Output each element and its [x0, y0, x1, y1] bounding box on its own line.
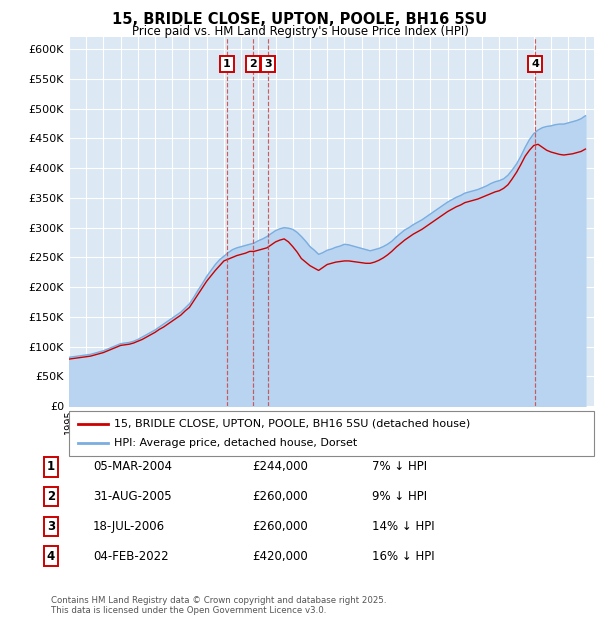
Text: £260,000: £260,000	[252, 490, 308, 503]
Text: HPI: Average price, detached house, Dorset: HPI: Average price, detached house, Dors…	[114, 438, 357, 448]
Text: 1: 1	[223, 59, 231, 69]
Text: 9% ↓ HPI: 9% ↓ HPI	[372, 490, 427, 503]
Text: 4: 4	[47, 550, 55, 562]
Text: £420,000: £420,000	[252, 550, 308, 562]
Text: 04-FEB-2022: 04-FEB-2022	[93, 550, 169, 562]
Text: 2: 2	[249, 59, 257, 69]
Text: 05-MAR-2004: 05-MAR-2004	[93, 461, 172, 473]
Text: 3: 3	[264, 59, 271, 69]
Text: 4: 4	[532, 59, 539, 69]
Text: 2: 2	[47, 490, 55, 503]
Text: 31-AUG-2005: 31-AUG-2005	[93, 490, 172, 503]
Text: £244,000: £244,000	[252, 461, 308, 473]
Text: 7% ↓ HPI: 7% ↓ HPI	[372, 461, 427, 473]
Text: 16% ↓ HPI: 16% ↓ HPI	[372, 550, 434, 562]
Text: 18-JUL-2006: 18-JUL-2006	[93, 520, 165, 533]
Text: 3: 3	[47, 520, 55, 533]
Text: 15, BRIDLE CLOSE, UPTON, POOLE, BH16 5SU: 15, BRIDLE CLOSE, UPTON, POOLE, BH16 5SU	[112, 12, 488, 27]
Text: £260,000: £260,000	[252, 520, 308, 533]
Text: 1: 1	[47, 461, 55, 473]
Text: 15, BRIDLE CLOSE, UPTON, POOLE, BH16 5SU (detached house): 15, BRIDLE CLOSE, UPTON, POOLE, BH16 5SU…	[114, 418, 470, 428]
Text: Contains HM Land Registry data © Crown copyright and database right 2025.
This d: Contains HM Land Registry data © Crown c…	[51, 596, 386, 615]
Text: Price paid vs. HM Land Registry's House Price Index (HPI): Price paid vs. HM Land Registry's House …	[131, 25, 469, 38]
Text: 14% ↓ HPI: 14% ↓ HPI	[372, 520, 434, 533]
